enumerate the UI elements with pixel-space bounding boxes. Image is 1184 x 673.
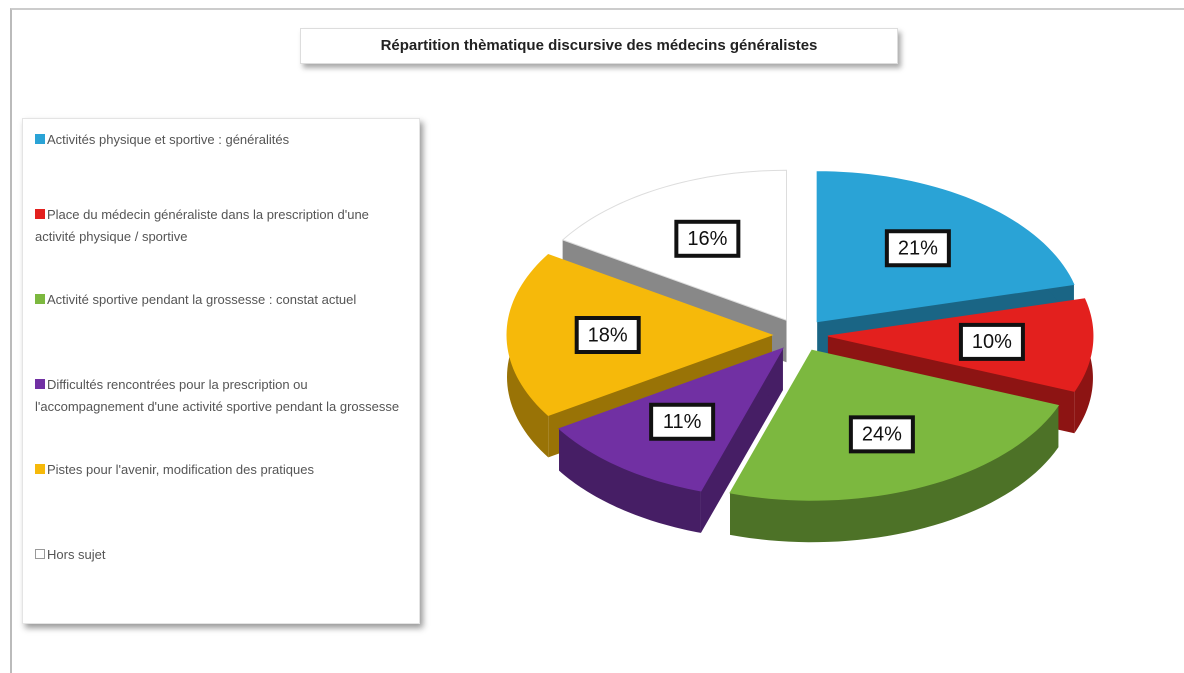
legend: Activités physique et sportive : général… bbox=[22, 118, 420, 624]
legend-swatch bbox=[35, 549, 45, 559]
data-label-box bbox=[848, 415, 915, 454]
data-label-box bbox=[674, 219, 741, 258]
legend-entry: Place du médecin généraliste dans la pre… bbox=[35, 204, 405, 248]
legend-swatch bbox=[35, 209, 45, 219]
legend-entry: Activité sportive pendant la grossesse :… bbox=[35, 289, 405, 311]
legend-label: Hors sujet bbox=[47, 547, 106, 562]
legend-swatch bbox=[35, 464, 45, 474]
legend-label: Activité sportive pendant la grossesse :… bbox=[47, 292, 357, 307]
legend-entry: Pistes pour l'avenir, modification des p… bbox=[35, 459, 405, 481]
data-label-box bbox=[649, 402, 716, 441]
data-label-box bbox=[884, 229, 951, 268]
legend-swatch bbox=[35, 379, 45, 389]
data-label: 21% bbox=[898, 238, 938, 260]
chart-title: Répartition thèmatique discursive des mé… bbox=[300, 28, 898, 64]
slice-side bbox=[559, 428, 701, 533]
data-label: 18% bbox=[588, 324, 628, 346]
data-label: 16% bbox=[687, 228, 727, 250]
frame bbox=[10, 8, 1184, 673]
slice-side bbox=[730, 405, 1059, 543]
legend-entry: Activités physique et sportive : général… bbox=[35, 129, 405, 151]
legend-entry: Difficultés rencontrées pour la prescrip… bbox=[35, 374, 405, 418]
data-label: 11% bbox=[663, 411, 702, 433]
data-label-box bbox=[958, 322, 1025, 361]
legend-label: Place du médecin généraliste dans la pre… bbox=[35, 207, 369, 244]
legend-swatch bbox=[35, 134, 45, 144]
legend-label: Pistes pour l'avenir, modification des p… bbox=[47, 462, 314, 477]
data-label: 24% bbox=[862, 424, 902, 446]
legend-label: Activités physique et sportive : général… bbox=[47, 132, 290, 147]
legend-entry: Hors sujet bbox=[35, 544, 405, 566]
legend-swatch bbox=[35, 294, 45, 304]
data-label-box bbox=[574, 316, 641, 354]
data-label: 10% bbox=[972, 331, 1012, 353]
legend-label: Difficultés rencontrées pour la prescrip… bbox=[35, 377, 400, 414]
